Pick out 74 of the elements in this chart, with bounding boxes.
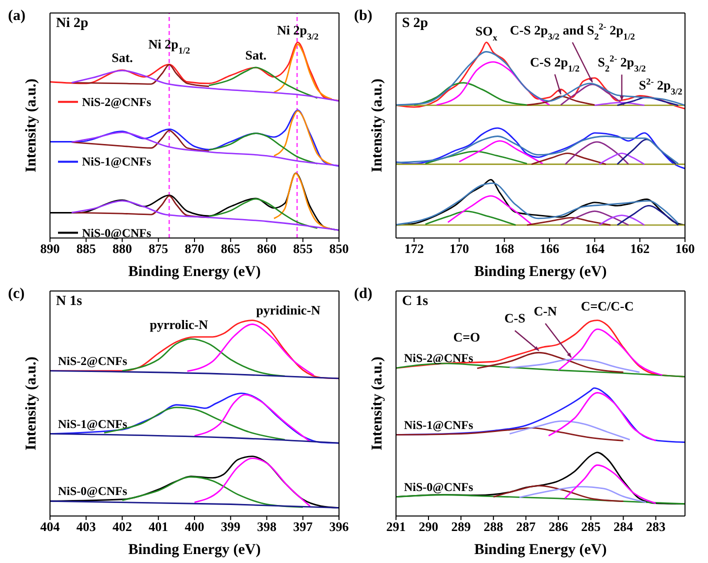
x-tick-label: 396 bbox=[329, 519, 350, 534]
y-axis-title: Intensity (a.u.) bbox=[23, 356, 40, 450]
x-tick-label: 286 bbox=[548, 519, 569, 534]
x-tick-label: 890 bbox=[40, 241, 60, 256]
x-tick-label: 398 bbox=[257, 519, 277, 534]
legend-label: NiS-1@CNFs bbox=[82, 154, 152, 169]
x-tick-label: 162 bbox=[630, 241, 650, 256]
x-tick-label: 404 bbox=[40, 519, 60, 534]
x-tick-label: 287 bbox=[516, 519, 536, 534]
x-axis-title: Binding Energy (eV) bbox=[474, 264, 607, 280]
x-tick-label: 860 bbox=[257, 241, 276, 256]
series-label: NiS-0@CNFs bbox=[404, 480, 474, 494]
annotation: pyrrolic-N bbox=[150, 316, 209, 332]
x-tick-label: 284 bbox=[614, 519, 634, 534]
series-label: NiS-0@CNFs bbox=[58, 484, 128, 498]
x-tick-label: 870 bbox=[184, 241, 204, 256]
series-label: NiS-2@CNFs bbox=[58, 354, 128, 368]
annotation: Sat. bbox=[245, 48, 267, 63]
x-tick-label: 283 bbox=[646, 519, 666, 534]
x-tick-label: 164 bbox=[584, 241, 605, 256]
series-label: NiS-1@CNFs bbox=[404, 418, 474, 432]
chart-title: Ni 2p bbox=[56, 16, 88, 32]
x-tick-label: 160 bbox=[675, 241, 695, 256]
annotation: C-N bbox=[534, 303, 558, 318]
x-tick-label: 285 bbox=[581, 519, 602, 534]
chart-title: C 1s bbox=[402, 294, 428, 310]
x-tick-label: 865 bbox=[220, 241, 241, 256]
chart-title: S 2p bbox=[402, 16, 428, 32]
x-tick-label: 291 bbox=[386, 519, 406, 534]
x-tick-label: 850 bbox=[329, 241, 349, 256]
annotation: pyridinic-N bbox=[256, 302, 322, 318]
annotation: Ni 2p$_{3/2}$ bbox=[277, 22, 320, 42]
annotation: Sat. bbox=[112, 50, 133, 66]
text: (a) bbox=[8, 8, 26, 25]
x-tick-label: 166 bbox=[540, 241, 560, 256]
annotation: S$^{2-}$ 2p$_{3/2}$ bbox=[638, 76, 683, 96]
x-tick-label: 168 bbox=[494, 241, 515, 256]
x-tick-label: 400 bbox=[184, 519, 204, 534]
annotation: C=C/C-C bbox=[580, 298, 634, 314]
annotation: S$_{2}$$^{2-}$ 2p$_{3/2}$ bbox=[598, 54, 646, 74]
chart-title: N 1s bbox=[56, 294, 82, 310]
series-label: NiS-2@CNFs bbox=[404, 351, 474, 366]
x-tick-label: 855 bbox=[293, 241, 314, 256]
annotation: C-S bbox=[504, 310, 526, 326]
annotation: C-S 2p$_{1/2}$ bbox=[530, 54, 580, 74]
text: (d) bbox=[354, 286, 372, 303]
x-axis-title: Binding Energy (eV) bbox=[474, 542, 607, 558]
annotation: C=O bbox=[453, 329, 480, 344]
x-tick-label: 170 bbox=[449, 241, 469, 256]
x-axis-title: Binding Energy (eV) bbox=[128, 264, 261, 280]
x-tick-label: 885 bbox=[76, 241, 96, 256]
x-axis-title: Binding Energy (eV) bbox=[128, 542, 261, 558]
x-tick-label: 290 bbox=[418, 519, 438, 534]
legend-label: NiS-2@CNFs bbox=[82, 94, 152, 109]
x-tick-label: 288 bbox=[484, 519, 504, 534]
annotation: SO$_{x}$ bbox=[475, 23, 498, 42]
x-tick-label: 399 bbox=[220, 519, 241, 534]
series-label: NiS-1@CNFs bbox=[58, 416, 128, 431]
y-axis-title: Intensity (a.u.) bbox=[23, 78, 40, 172]
x-tick-label: 289 bbox=[451, 519, 472, 534]
annotation: Ni 2p$_{1/2}$ bbox=[148, 36, 190, 56]
y-axis-title: Intensity (a.u.) bbox=[369, 356, 386, 450]
x-tick-label: 172 bbox=[404, 241, 424, 256]
x-tick-label: 402 bbox=[112, 519, 132, 534]
x-tick-label: 403 bbox=[76, 519, 96, 534]
text: (c) bbox=[8, 286, 25, 303]
legend-label: NiS-0@CNFs bbox=[82, 226, 152, 240]
annotation: C-S 2p$_{3/2}$ and S$_{2}$$^{2-}$ 2p$_{1/2}$ bbox=[510, 21, 636, 42]
x-tick-label: 880 bbox=[112, 241, 132, 256]
y-axis-title: Intensity (a.u.) bbox=[369, 78, 386, 172]
x-tick-label: 397 bbox=[293, 519, 314, 534]
x-tick-label: 401 bbox=[148, 519, 168, 534]
x-tick-label: 875 bbox=[148, 241, 169, 256]
text: (b) bbox=[354, 8, 372, 25]
